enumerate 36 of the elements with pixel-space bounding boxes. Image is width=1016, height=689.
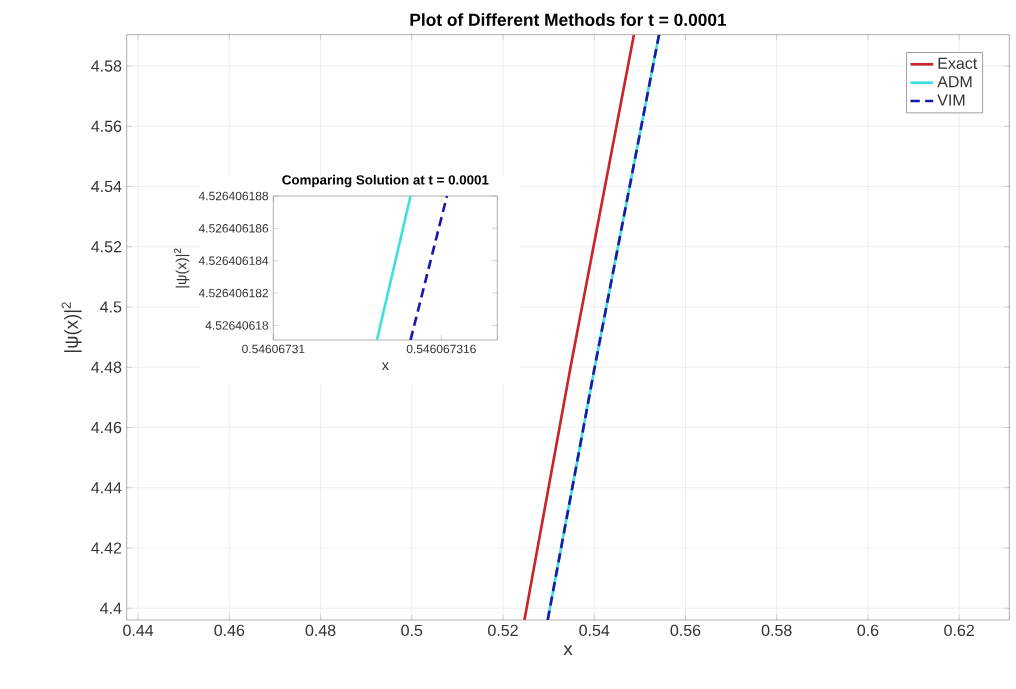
x-tick-label: 0.56 (670, 624, 701, 636)
x-tick-label: 0.48 (305, 624, 336, 636)
y-tick-label: 4.56 (91, 120, 122, 132)
y-tick-label: 4.526406186 (198, 223, 269, 233)
y-tick-label: 4.42 (91, 542, 122, 554)
x-tick-label: 0.6 (857, 624, 879, 636)
y-tick-label: 4.48 (91, 361, 122, 373)
y-tick-label: 4.46 (91, 421, 122, 433)
y-axis-title: |ψ(x)|$^{2}$ (61, 302, 82, 352)
x-tick-label: 0.546067316 (406, 344, 476, 354)
y-tick-label: 4.4 (100, 602, 122, 614)
x-axis-title: x (563, 645, 573, 655)
x-tick-label: 0.5 (401, 624, 423, 636)
y-tick-label: 4.526406184 (198, 256, 269, 265)
y-tick-label: 4.5 (100, 301, 122, 313)
y-tick-label: 4.54 (91, 180, 122, 192)
x-tick-label: 0.54 (579, 624, 610, 636)
x-tick-label: 0.62 (944, 624, 974, 636)
x-axis-title: x (381, 362, 389, 370)
legend-label: Exact (938, 57, 978, 69)
chart-title: Comparing Solution at t = 0.0001 (282, 174, 489, 188)
legend-label: VIM (937, 94, 965, 106)
y-tick-label: 4.58 (91, 60, 122, 72)
y-tick-label: 4.52 (91, 240, 122, 253)
x-tick-label: 0.54606731 (242, 344, 305, 354)
x-tick-label: 0.52 (488, 624, 518, 636)
x-tick-label: 0.58 (761, 624, 792, 636)
x-tick-label: 0.44 (123, 624, 154, 636)
legend-label: ADM (937, 76, 972, 88)
y-tick-label: 4.526406188 (198, 191, 269, 201)
y-tick-label: 4.526406182 (198, 288, 269, 298)
y-axis-title: |ψ(x)|$^{2}$ (173, 248, 190, 288)
y-tick-label: 4.44 (91, 482, 122, 494)
chart-title: Plot of Different Methods for t = 0.0001 (410, 13, 727, 26)
x-tick-label: 0.46 (214, 624, 245, 636)
y-tick-label: 4.52640618 (205, 321, 269, 330)
